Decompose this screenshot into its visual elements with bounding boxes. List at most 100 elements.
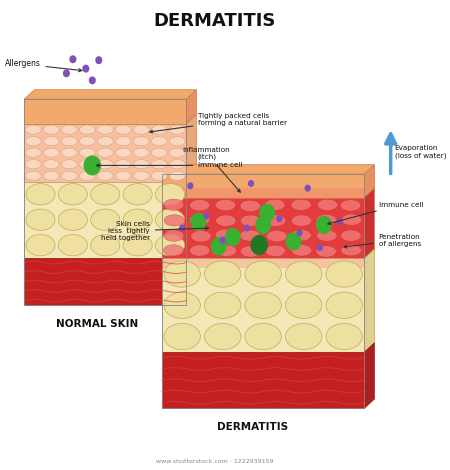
Ellipse shape	[151, 160, 167, 169]
Ellipse shape	[61, 137, 77, 146]
Ellipse shape	[43, 137, 59, 146]
Ellipse shape	[317, 230, 337, 241]
Circle shape	[260, 204, 274, 221]
Ellipse shape	[79, 137, 95, 146]
Ellipse shape	[133, 160, 149, 169]
Text: NORMAL SKIN: NORMAL SKIN	[56, 319, 138, 329]
Ellipse shape	[97, 160, 113, 169]
Ellipse shape	[79, 148, 95, 157]
Ellipse shape	[58, 235, 87, 256]
Ellipse shape	[291, 229, 311, 241]
Ellipse shape	[169, 125, 185, 134]
Ellipse shape	[61, 160, 77, 169]
Ellipse shape	[292, 215, 311, 226]
Ellipse shape	[133, 148, 149, 157]
Circle shape	[256, 217, 270, 234]
Ellipse shape	[97, 148, 113, 157]
Ellipse shape	[169, 160, 185, 169]
Bar	[24, 124, 186, 181]
Ellipse shape	[26, 184, 55, 205]
Ellipse shape	[155, 209, 184, 230]
Ellipse shape	[216, 245, 237, 257]
Ellipse shape	[115, 160, 131, 169]
Ellipse shape	[25, 160, 41, 169]
Bar	[162, 258, 364, 352]
Circle shape	[248, 180, 253, 186]
Ellipse shape	[164, 292, 200, 318]
Bar	[162, 352, 364, 408]
Ellipse shape	[342, 214, 362, 226]
Text: Allergens: Allergens	[4, 60, 82, 72]
Ellipse shape	[317, 199, 338, 211]
Ellipse shape	[91, 235, 120, 256]
Ellipse shape	[285, 261, 322, 287]
Circle shape	[90, 77, 95, 84]
Polygon shape	[364, 188, 374, 258]
Ellipse shape	[61, 171, 77, 180]
Polygon shape	[186, 249, 196, 306]
Ellipse shape	[133, 171, 149, 180]
Ellipse shape	[164, 215, 184, 226]
Ellipse shape	[123, 184, 152, 205]
Ellipse shape	[265, 245, 285, 257]
Circle shape	[96, 57, 102, 63]
Circle shape	[84, 156, 100, 175]
Polygon shape	[162, 164, 374, 174]
Ellipse shape	[79, 160, 95, 169]
Circle shape	[63, 70, 69, 77]
Ellipse shape	[79, 125, 95, 134]
Ellipse shape	[169, 171, 185, 180]
Ellipse shape	[151, 125, 167, 134]
Ellipse shape	[267, 230, 287, 242]
Ellipse shape	[163, 245, 184, 256]
Text: Penetration
of allergens: Penetration of allergens	[344, 234, 421, 248]
Bar	[162, 174, 364, 197]
Ellipse shape	[26, 235, 55, 256]
Ellipse shape	[25, 171, 41, 180]
Ellipse shape	[216, 229, 235, 241]
Ellipse shape	[326, 323, 362, 350]
Ellipse shape	[285, 323, 322, 350]
Ellipse shape	[97, 125, 113, 134]
Ellipse shape	[133, 137, 149, 146]
Ellipse shape	[341, 200, 361, 211]
Polygon shape	[364, 249, 374, 352]
Ellipse shape	[164, 230, 184, 241]
Circle shape	[188, 183, 193, 188]
Ellipse shape	[240, 200, 261, 212]
Ellipse shape	[245, 261, 281, 287]
Ellipse shape	[43, 171, 59, 180]
Ellipse shape	[216, 215, 236, 226]
Ellipse shape	[115, 171, 131, 180]
Ellipse shape	[164, 261, 200, 287]
Ellipse shape	[245, 323, 281, 350]
Ellipse shape	[316, 246, 336, 257]
Circle shape	[338, 219, 342, 225]
Ellipse shape	[91, 209, 120, 230]
Bar	[162, 197, 364, 259]
Ellipse shape	[240, 246, 261, 257]
Ellipse shape	[169, 148, 185, 157]
Ellipse shape	[204, 292, 241, 318]
Text: Skin cells
less  tightly
held together: Skin cells less tightly held together	[101, 221, 208, 241]
Ellipse shape	[43, 125, 59, 134]
Circle shape	[244, 225, 249, 231]
Ellipse shape	[26, 209, 55, 230]
Ellipse shape	[43, 160, 59, 169]
Ellipse shape	[155, 235, 184, 256]
Circle shape	[83, 65, 89, 72]
Circle shape	[305, 185, 310, 191]
Ellipse shape	[151, 171, 167, 180]
Polygon shape	[186, 90, 196, 124]
Text: Evaporation
(loss of water): Evaporation (loss of water)	[395, 145, 446, 158]
Bar	[24, 258, 186, 306]
Bar	[162, 188, 364, 267]
Ellipse shape	[25, 137, 41, 146]
Text: Tightly packed cells
forming a natural barrier: Tightly packed cells forming a natural b…	[150, 113, 288, 133]
Ellipse shape	[151, 148, 167, 157]
Ellipse shape	[326, 292, 362, 318]
Ellipse shape	[115, 125, 131, 134]
Ellipse shape	[115, 148, 131, 157]
Ellipse shape	[25, 148, 41, 157]
Circle shape	[277, 216, 282, 222]
